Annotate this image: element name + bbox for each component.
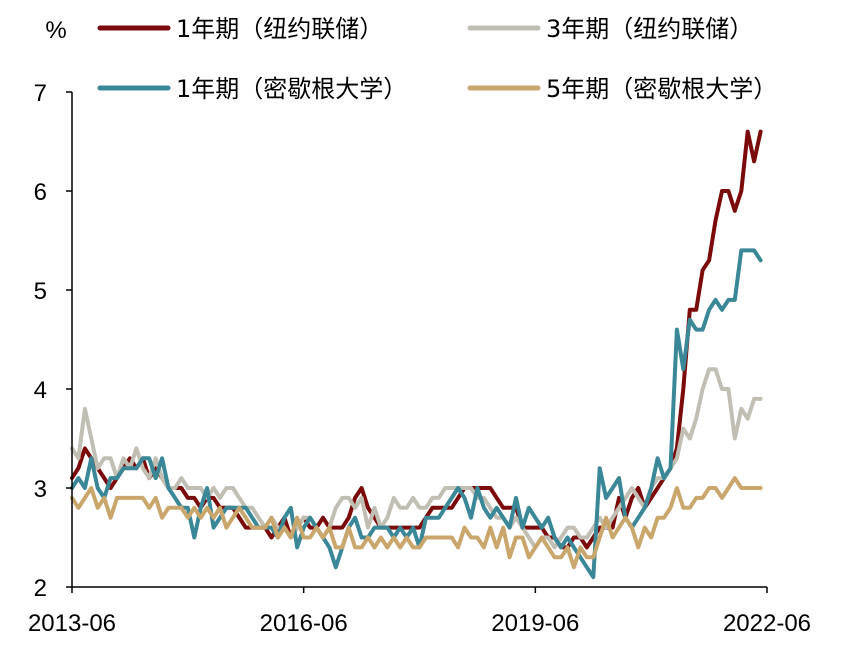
series-layer bbox=[70, 129, 763, 580]
legend-label-2: 3年期（纽约联储） bbox=[546, 15, 753, 43]
y-tick-label: 3 bbox=[34, 476, 47, 503]
legend: 1年期（纽约联储） 3年期（纽约联储） 1年期（密歇根大学） 5年期（密歇根大学） bbox=[97, 15, 777, 103]
y-tick-label: 4 bbox=[34, 377, 47, 404]
x-tick-label: 2022-06 bbox=[723, 610, 811, 637]
x-tick-label: 2016-06 bbox=[260, 610, 348, 637]
y-axis-unit-label: % bbox=[45, 17, 66, 44]
axes-layer: 2 3 4 5 6 7% 2013-06 2016-06 2019-06 2022-06 bbox=[28, 17, 811, 637]
legend-label-3: 1年期（密歇根大学） bbox=[176, 75, 407, 103]
series-line-4 bbox=[70, 476, 763, 570]
y-tick-label: 6 bbox=[34, 179, 47, 206]
legend-label-1: 1年期（纽约联储） bbox=[176, 15, 383, 43]
y-tick-label: 5 bbox=[34, 278, 47, 305]
x-tick-label: 2013-06 bbox=[28, 610, 116, 637]
legend-label-4: 5年期（密歇根大学） bbox=[546, 75, 777, 103]
x-tick-label: 2019-06 bbox=[491, 610, 579, 637]
y-tick-label: 7 bbox=[34, 80, 47, 107]
series-line-3 bbox=[70, 248, 763, 580]
y-tick-label: 2 bbox=[34, 575, 47, 602]
